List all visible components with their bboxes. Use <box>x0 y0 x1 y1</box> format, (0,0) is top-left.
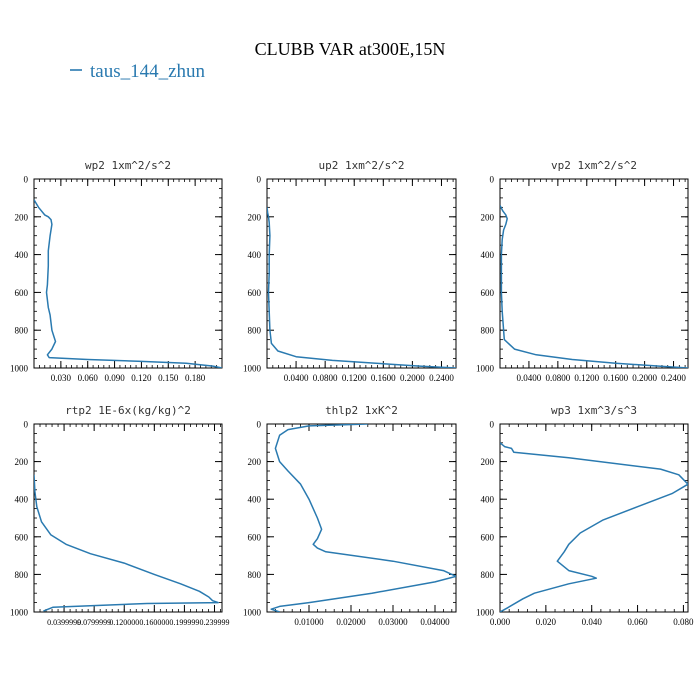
x-tick-label: 0.0800 <box>545 373 570 383</box>
x-tick-label: 0.0400 <box>517 373 542 383</box>
y-tick-label: 400 <box>15 495 29 505</box>
y-tick-label: 800 <box>481 326 495 336</box>
y-tick-label: 0 <box>24 420 29 430</box>
plot-frame <box>266 178 457 369</box>
plot-frame <box>33 423 223 613</box>
x-tick-label: 0.03000 <box>378 617 408 627</box>
panel-title: thlp2 1xK^2 <box>325 404 398 417</box>
panel-title: rtp2 1E-6x(kg/kg)^2 <box>65 404 191 417</box>
x-tick-label: 0.0799999 <box>77 618 111 627</box>
x-tick-label: 0.080 <box>673 617 694 627</box>
y-tick-label: 800 <box>248 570 262 580</box>
x-tick-label: 0.060 <box>627 617 648 627</box>
y-tick-label: 0 <box>257 420 262 430</box>
y-tick-label: 0 <box>490 420 495 430</box>
x-tick-label: 0.0399999 <box>47 618 81 627</box>
plot-frame <box>33 178 223 369</box>
y-tick-label: 1000 <box>476 364 495 374</box>
y-tick-label: 200 <box>481 212 495 222</box>
x-tick-label: 0.2400 <box>429 373 454 383</box>
x-tick-label: 0.2400 <box>661 373 686 383</box>
y-tick-label: 200 <box>248 457 262 467</box>
y-tick-label: 600 <box>248 288 262 298</box>
series-line <box>500 442 688 612</box>
x-tick-label: 0.1200 <box>574 373 599 383</box>
y-tick-label: 0 <box>490 175 495 185</box>
y-tick-label: 400 <box>481 250 495 260</box>
y-tick-label: 1000 <box>10 608 29 618</box>
y-tick-label: 800 <box>15 570 29 580</box>
x-tick-label: 0.1600 <box>603 373 628 383</box>
x-tick-label: 0.04000 <box>420 617 450 627</box>
series-line <box>267 207 456 368</box>
x-tick-label: 0.02000 <box>336 617 366 627</box>
y-tick-label: 600 <box>481 532 495 542</box>
y-tick-label: 0 <box>257 175 262 185</box>
x-tick-label: 0.120 <box>131 373 152 383</box>
panel-1: up2 1xm^2/s^2 0 200 400 600 800 1000 0.0400 0.08… <box>243 159 457 383</box>
y-tick-label: 800 <box>481 570 495 580</box>
y-tick-label: 400 <box>248 250 262 260</box>
legend-label: taus_144_zhun <box>90 61 206 82</box>
panel-3: rtp2 1E-6x(kg/kg)^2 0 200 400 600 800 1000 0.03… <box>10 404 229 627</box>
y-tick-label: 1000 <box>10 364 29 374</box>
x-tick-label: 0.120000 <box>109 618 139 627</box>
y-tick-label: 200 <box>248 212 262 222</box>
y-tick-label: 600 <box>481 288 495 298</box>
x-tick-label: 0.090 <box>104 373 125 383</box>
y-tick-label: 600 <box>248 532 262 542</box>
x-tick-label: 0.060 <box>78 373 99 383</box>
plot-frame <box>499 423 689 613</box>
x-tick-label: 0.1200 <box>342 373 367 383</box>
series-line <box>500 205 688 368</box>
x-tick-label: 0.150 <box>158 373 179 383</box>
panel-0: wp2 1xm^2/s^2 0 200 400 600 800 1000 0.030 0.060… <box>10 159 223 383</box>
y-tick-label: 200 <box>481 457 495 467</box>
x-tick-label: 0.199999 <box>169 618 199 627</box>
y-tick-label: 400 <box>481 495 495 505</box>
y-tick-label: 400 <box>248 495 262 505</box>
x-tick-label: 0.040 <box>582 617 603 627</box>
y-tick-label: 600 <box>15 532 29 542</box>
y-tick-label: 1000 <box>476 608 495 618</box>
panel-title: vp2 1xm^2/s^2 <box>551 159 637 172</box>
y-tick-label: 800 <box>15 326 29 336</box>
panels-group: wp2 1xm^2/s^2 0 200 400 600 800 1000 0.030 0.060… <box>10 159 694 627</box>
panel-title: up2 1xm^2/s^2 <box>318 159 404 172</box>
panel-title: wp2 1xm^2/s^2 <box>85 159 171 172</box>
series-line <box>34 474 219 612</box>
y-tick-label: 600 <box>15 288 29 298</box>
series-line <box>270 424 456 612</box>
y-tick-label: 800 <box>248 326 262 336</box>
x-tick-label: 0.2000 <box>400 373 425 383</box>
x-tick-label: 0.2000 <box>632 373 657 383</box>
y-tick-label: 400 <box>15 250 29 260</box>
x-tick-label: 0.0400 <box>284 373 309 383</box>
panel-4: thlp2 1xK^2 0 200 400 600 800 1000 0.01000 0.020… <box>243 404 457 627</box>
panel-title: wp3 1xm^3/s^3 <box>551 404 637 417</box>
x-tick-label: 0.160000 <box>139 618 169 627</box>
y-tick-label: 0 <box>24 175 29 185</box>
x-tick-label: 0.239999 <box>199 618 229 627</box>
x-tick-label: 0.000 <box>490 617 511 627</box>
plot-frame <box>499 178 689 369</box>
x-tick-label: 0.030 <box>51 373 72 383</box>
y-tick-label: 200 <box>15 212 29 222</box>
y-tick-label: 200 <box>15 457 29 467</box>
x-tick-label: 0.020 <box>536 617 557 627</box>
x-tick-label: 0.180 <box>185 373 206 383</box>
figure-title: CLUBB VAR at300E,15N <box>255 39 446 59</box>
series-line <box>34 199 222 368</box>
x-tick-label: 0.01000 <box>294 617 324 627</box>
x-tick-label: 0.0800 <box>313 373 338 383</box>
x-tick-label: 0.1600 <box>371 373 396 383</box>
y-tick-label: 1000 <box>243 364 262 374</box>
panel-2: vp2 1xm^2/s^2 0 200 400 600 800 1000 0.0400 0.08… <box>476 159 689 383</box>
y-tick-label: 1000 <box>243 608 262 618</box>
